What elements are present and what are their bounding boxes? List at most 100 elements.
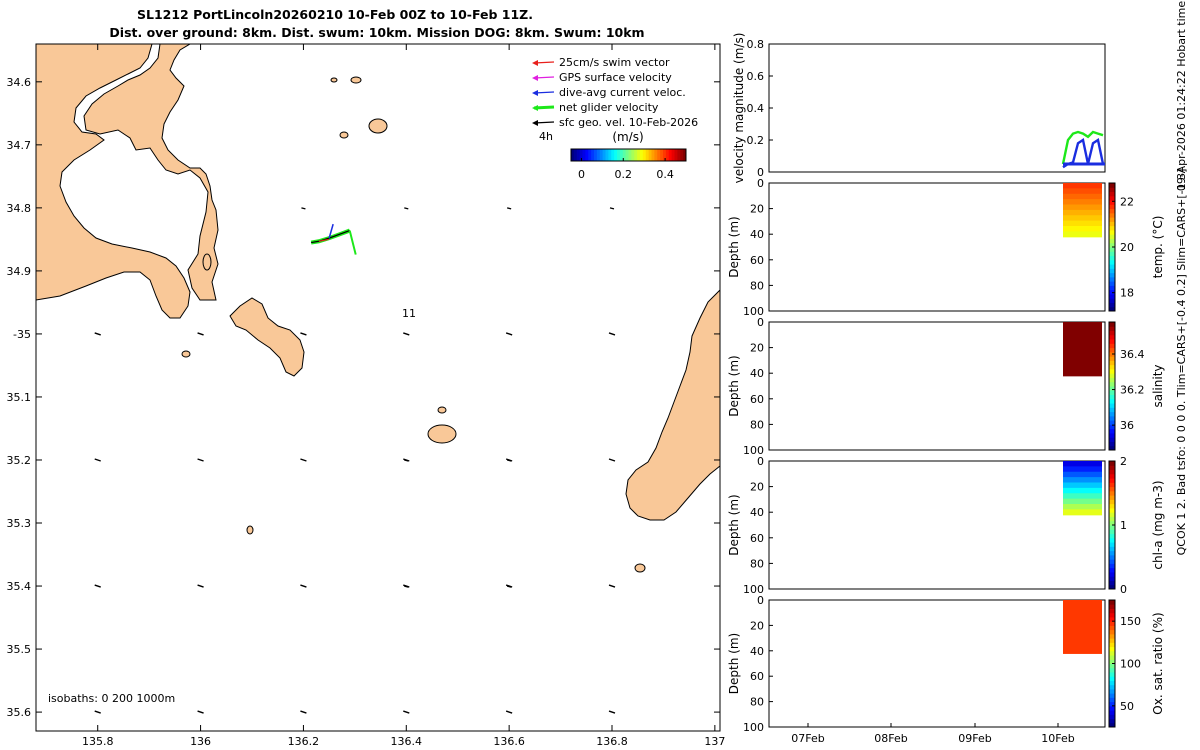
oxygen-y-tick-label: 60 bbox=[750, 670, 764, 683]
oxygen-colorbar-band bbox=[1109, 621, 1115, 626]
speed-colorbar-band bbox=[663, 149, 667, 161]
land-eyre-peninsula-south bbox=[36, 44, 191, 319]
temperature-colorbar-label: temp. (°C) bbox=[1151, 216, 1165, 279]
chla-colorbar-band bbox=[1109, 550, 1115, 556]
oxygen-colorbar-band bbox=[1109, 705, 1115, 711]
temperature-colorbar-band bbox=[1109, 247, 1115, 252]
chla-colorbar-band bbox=[1109, 461, 1115, 466]
salinity-colorbar-band bbox=[1109, 415, 1115, 421]
temperature-colorbar-band bbox=[1109, 187, 1115, 193]
speed-colorbar-band bbox=[582, 149, 586, 161]
geo-velocity-arrow bbox=[506, 585, 512, 588]
salinity-y-tick-label: 20 bbox=[750, 342, 764, 355]
map-x-tick-label: 135.8 bbox=[82, 735, 114, 748]
oxygen-y-tick-label: 80 bbox=[750, 696, 764, 709]
geo-velocity-arrow bbox=[608, 710, 616, 714]
figure-title-line-1: SL1212 PortLincoln20260210 10-Feb 00Z to… bbox=[137, 7, 533, 22]
legend-arrowhead bbox=[532, 75, 538, 81]
temperature-colorbar-band bbox=[1109, 285, 1115, 291]
oxygen-colorbar-band bbox=[1109, 638, 1115, 643]
chla-colorbar-band bbox=[1109, 465, 1115, 471]
chla-y-tick-label: 100 bbox=[743, 583, 764, 596]
temperature-colorbar-band bbox=[1109, 225, 1115, 231]
salinity-colorbar-band bbox=[1109, 403, 1115, 408]
salinity-colorbar-band bbox=[1109, 441, 1115, 447]
chla-colorbar-tick-label: 2 bbox=[1120, 455, 1127, 468]
temperature-colorbar-band bbox=[1109, 251, 1115, 257]
oxygen-profile-band bbox=[1063, 621, 1102, 628]
oxygen-profile-band bbox=[1063, 637, 1102, 644]
temperature-profile-band bbox=[1063, 220, 1102, 227]
chla-colorbar-label: chl-a (mg m-3) bbox=[1151, 480, 1165, 569]
geo-velocity-arrow bbox=[404, 459, 409, 462]
chla-profile-band bbox=[1063, 509, 1102, 516]
temperature-colorbar-tick-label: 20 bbox=[1120, 241, 1134, 254]
temperature-profile-band bbox=[1063, 215, 1102, 222]
land-island bbox=[339, 131, 349, 139]
speed-colorbar-tick-label: 0.2 bbox=[615, 168, 633, 181]
oxygen-colorbar-band bbox=[1109, 604, 1115, 609]
salinity-colorbar-band bbox=[1109, 373, 1115, 378]
speed-colorbar-band bbox=[588, 149, 592, 161]
legend-arrowhead bbox=[532, 60, 538, 66]
land-eyre-peninsula bbox=[36, 44, 219, 301]
salinity-colorbar-band bbox=[1109, 386, 1115, 391]
geo-velocity-arrow bbox=[608, 458, 616, 462]
salinity-colorbar-band bbox=[1109, 368, 1115, 374]
salinity-colorbar-band bbox=[1109, 356, 1115, 361]
temperature-colorbar-tick-label: 18 bbox=[1120, 287, 1134, 300]
speed-colorbar-band bbox=[654, 149, 658, 161]
temperature-colorbar-band bbox=[1109, 268, 1115, 274]
geo-velocity-arrow bbox=[403, 710, 410, 714]
salinity-profile-band bbox=[1063, 370, 1102, 377]
salinity-colorbar-band bbox=[1109, 437, 1115, 442]
temperature-colorbar-band bbox=[1109, 221, 1115, 227]
oxygen-colorbar-band bbox=[1109, 693, 1115, 698]
speed-colorbar-band bbox=[605, 149, 609, 161]
geo-velocity-arrow bbox=[197, 710, 204, 714]
chla-colorbar-band bbox=[1109, 495, 1115, 500]
land-island bbox=[330, 77, 338, 83]
chla-colorbar-band bbox=[1109, 482, 1115, 488]
salinity-profile-band bbox=[1063, 332, 1102, 339]
oxygen-y-axis-label: Depth (m) bbox=[727, 633, 741, 694]
speed-colorbar-band bbox=[599, 149, 604, 161]
temperature-colorbar-band bbox=[1109, 208, 1115, 214]
salinity-colorbar-band bbox=[1109, 398, 1115, 404]
oxygen-colorbar-band bbox=[1109, 663, 1115, 669]
chla-y-tick-label: 40 bbox=[750, 506, 764, 519]
temperature-profile-band bbox=[1063, 188, 1102, 195]
speed-colorbar-band bbox=[579, 149, 583, 161]
temperature-colorbar-band bbox=[1109, 238, 1115, 244]
geo-velocity-arrow bbox=[609, 207, 615, 210]
chla-y-axis-label: Depth (m) bbox=[727, 494, 741, 555]
chla-colorbar-band bbox=[1109, 571, 1115, 577]
land-island bbox=[350, 76, 362, 84]
chla-colorbar-band bbox=[1109, 529, 1115, 535]
oxygen-profile-band bbox=[1063, 610, 1102, 617]
map-x-axis: 135.8 136 136.2 136.4 136.6 136.8 137 bbox=[82, 44, 725, 748]
chla-profile-band bbox=[1063, 493, 1102, 500]
salinity-colorbar-band bbox=[1109, 360, 1115, 366]
speed-colorbar-band bbox=[622, 149, 627, 161]
geo-velocity-arrow bbox=[300, 458, 307, 462]
chla-colorbar-band bbox=[1109, 499, 1115, 505]
speed-colorbar-band bbox=[640, 149, 644, 161]
chla-profile-band bbox=[1063, 487, 1102, 494]
oxygen-colorbar-band bbox=[1109, 655, 1115, 660]
salinity-colorbar-band bbox=[1109, 394, 1115, 400]
geo-velocity-arrow bbox=[94, 710, 101, 714]
chla-y-tick-label: 20 bbox=[750, 481, 764, 494]
speed-colorbar-band bbox=[648, 149, 652, 161]
land-island bbox=[368, 118, 388, 134]
chla-colorbar-band bbox=[1109, 473, 1115, 479]
geo-velocity-arrow bbox=[94, 458, 101, 462]
oxygen-colorbar-band bbox=[1109, 671, 1115, 677]
temperature-colorbar-band bbox=[1109, 259, 1115, 265]
geo-velocity-arrows bbox=[94, 207, 616, 714]
chla-colorbar-band bbox=[1109, 584, 1115, 590]
salinity-colorbar-tick-label: 36 bbox=[1120, 419, 1134, 432]
velocity-y-tick-label: 0 bbox=[757, 166, 764, 179]
salinity-colorbar-band bbox=[1109, 334, 1115, 340]
oxygen-profile-band bbox=[1063, 632, 1102, 638]
